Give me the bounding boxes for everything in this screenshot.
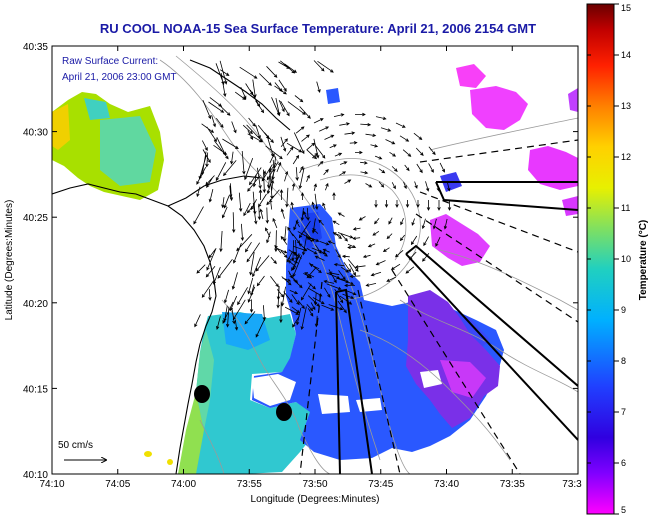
colorbar-tick-label: 9 bbox=[621, 305, 626, 315]
colorbar-label: Temperature (°C) bbox=[638, 220, 649, 301]
y-tick-label: 40:35 bbox=[23, 42, 48, 53]
x-tick-label: 74:00 bbox=[171, 479, 196, 490]
station-marker-2 bbox=[276, 403, 292, 421]
y-tick-label: 40:20 bbox=[23, 299, 48, 310]
y-tick-label: 40:25 bbox=[23, 213, 48, 224]
colorbar-tick-label: 8 bbox=[621, 356, 626, 366]
x-tick-label: 74:10 bbox=[39, 479, 64, 490]
survey-boundaries bbox=[299, 139, 578, 474]
map-plot-area bbox=[52, 46, 578, 474]
y-axis-label: Latitude (Degrees:Minutes) bbox=[4, 200, 15, 321]
y-tick-label: 40:10 bbox=[23, 470, 48, 481]
y-tick-label: 40:30 bbox=[23, 128, 48, 139]
colorbar-tick-label: 5 bbox=[621, 505, 626, 515]
colorbar-tick-label: 13 bbox=[621, 101, 631, 111]
x-tick-label: 73:55 bbox=[237, 479, 262, 490]
colorbar-tick-label: 12 bbox=[621, 152, 631, 162]
colorbar-tick-label: 7 bbox=[621, 407, 626, 417]
y-tick-label: 40:15 bbox=[23, 384, 48, 395]
colorbar-tick-label: 14 bbox=[621, 50, 631, 60]
colorbar-tick-label: 6 bbox=[621, 458, 626, 468]
surface-current-vectors bbox=[193, 60, 452, 338]
colorbar-tick-label: 10 bbox=[621, 254, 631, 264]
x-tick-label: 73:40 bbox=[434, 479, 459, 490]
x-tick-label: 73:35 bbox=[500, 479, 525, 490]
current-label-line1: Raw Surface Current: bbox=[62, 56, 158, 67]
x-tick-label: 74:05 bbox=[105, 479, 130, 490]
colorbar-tick-label: 11 bbox=[621, 203, 630, 213]
current-label-line2: April 21, 2006 23:00 GMT bbox=[62, 72, 177, 83]
station-marker-1 bbox=[194, 385, 210, 403]
y-axis-ticks: 40:35 40:30 40:25 40:20 40:15 40:10 bbox=[23, 42, 578, 481]
colorbar-tick-label: 15 bbox=[621, 3, 631, 13]
x-axis-ticks: 74:10 74:05 74:00 73:55 73:50 73:45 73:40 73:35… bbox=[39, 46, 582, 490]
colorbar bbox=[586, 3, 615, 515]
colorbar-ticks: 15 14 13 12 11 10 9 8 7 6 5 bbox=[587, 3, 631, 515]
chart-title: RU COOL NOAA-15 Sea Surface Temperature:… bbox=[100, 21, 536, 36]
x-tick-label: 73:45 bbox=[368, 479, 393, 490]
x-tick-label: 73:50 bbox=[302, 479, 327, 490]
x-tick-label: 73:3 bbox=[562, 479, 582, 490]
x-axis-label: Longitude (Degrees:Minutes) bbox=[251, 494, 380, 505]
scale-label: 50 cm/s bbox=[58, 440, 93, 451]
